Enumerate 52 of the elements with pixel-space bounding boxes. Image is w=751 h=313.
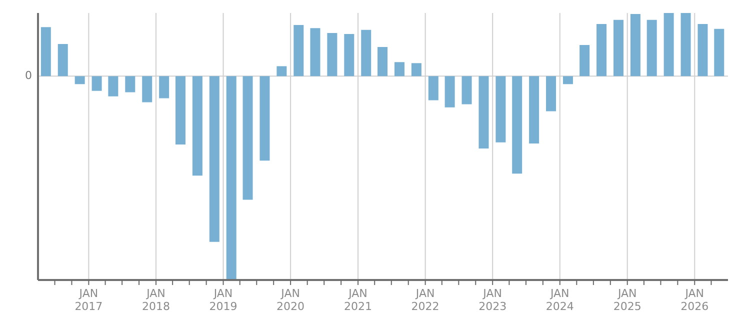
bar (478, 76, 489, 149)
bar (529, 76, 540, 144)
x-tick-label: JAN 2022 (411, 287, 440, 313)
x-tick-label: JAN 2026 (680, 287, 709, 313)
bar (344, 34, 354, 76)
bar (327, 32, 338, 76)
bar (546, 76, 556, 112)
bar (562, 76, 573, 84)
x-tick-label: JAN 2018 (142, 287, 170, 313)
bar (226, 76, 236, 280)
bar (411, 63, 422, 76)
bar (159, 76, 170, 98)
bar (276, 66, 287, 76)
bar (58, 44, 68, 76)
bar (378, 47, 388, 76)
bar (630, 14, 640, 76)
x-tick-label: JAN 2017 (74, 287, 103, 313)
x-tick-label: JAN 2019 (209, 287, 238, 313)
bar (142, 76, 152, 102)
bar (646, 20, 657, 76)
bar (444, 76, 455, 108)
bar (92, 76, 102, 91)
bar (361, 30, 372, 76)
bar (680, 13, 691, 76)
x-tick-label: JAN 2025 (613, 287, 642, 313)
bar (108, 76, 118, 96)
x-tick-label: JAN 2021 (344, 287, 372, 313)
bar (294, 25, 304, 76)
bar (580, 45, 590, 76)
x-tick-label: JAN 2024 (546, 287, 574, 313)
x-tick-label: JAN 2020 (276, 287, 305, 313)
bar (260, 76, 270, 161)
bar (242, 76, 253, 200)
bar (714, 28, 724, 76)
bar (209, 76, 220, 242)
bar (125, 76, 136, 92)
x-tick-label: JAN 2023 (478, 287, 507, 313)
bar (698, 24, 708, 76)
bar (192, 76, 202, 176)
bar (462, 76, 472, 104)
bar (74, 76, 85, 84)
bar (175, 76, 186, 144)
bar (40, 27, 51, 76)
bar (664, 13, 674, 76)
bar (496, 76, 506, 142)
bar (613, 20, 624, 76)
bar (512, 76, 522, 174)
text: 0 (25, 68, 32, 84)
bar (596, 24, 607, 76)
bar (310, 28, 320, 76)
bar (428, 76, 438, 100)
bar (394, 62, 404, 76)
